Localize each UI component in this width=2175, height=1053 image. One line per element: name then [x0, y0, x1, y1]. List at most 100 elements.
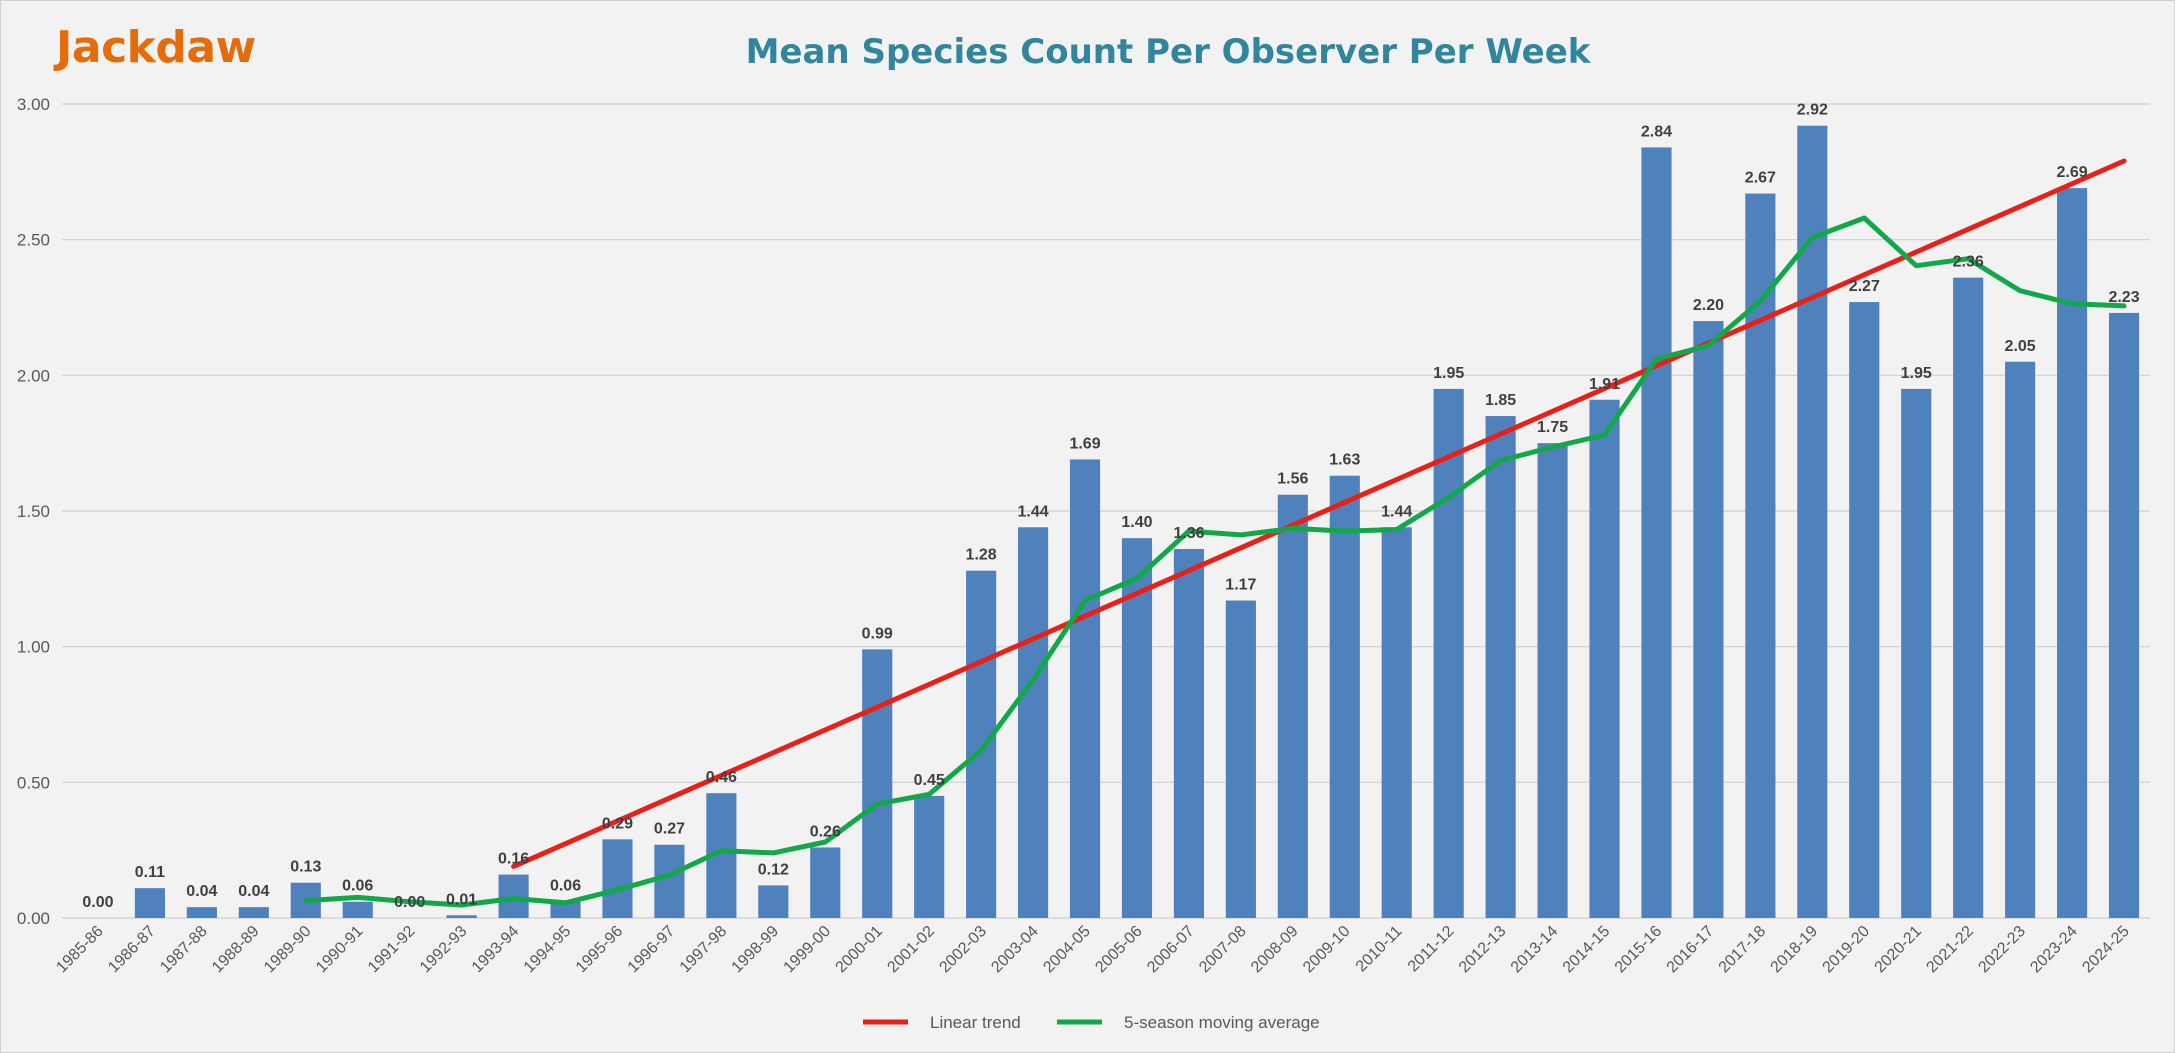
bar — [602, 839, 633, 918]
x-tick-label: 1992-93 — [417, 923, 471, 977]
x-tick-label: 2016-17 — [1664, 923, 1718, 977]
bar — [1121, 538, 1153, 918]
bar — [1277, 494, 1308, 918]
y-tick-label: 2.00 — [17, 366, 50, 385]
bar — [654, 844, 685, 918]
x-tick-label: 2004-05 — [1040, 923, 1094, 977]
x-tick-label: 2021-22 — [1923, 923, 1977, 977]
data-label: 0.04 — [186, 883, 217, 900]
bar — [1641, 147, 1672, 918]
bar — [862, 649, 893, 918]
x-axis-ticks: 1985-861986-871987-881988-891989-901990-… — [53, 923, 2133, 977]
x-tick-label: 1988-89 — [209, 923, 263, 977]
bar — [186, 907, 217, 918]
bar — [1849, 302, 1880, 918]
bar — [1797, 125, 1828, 918]
bar — [914, 795, 945, 918]
x-tick-label: 1999-00 — [781, 923, 835, 977]
data-label: 2.27 — [1849, 278, 1880, 295]
data-label: 0.04 — [238, 883, 269, 900]
y-tick-label: 1.00 — [17, 638, 50, 657]
bar — [1953, 277, 1984, 918]
data-label: 1.56 — [1277, 471, 1308, 488]
data-label: 0.00 — [82, 894, 113, 911]
x-tick-label: 2010-11 — [1353, 923, 1406, 976]
y-axis-ticks: 0.00 0.50 1.00 1.50 2.00 2.50 3.00 — [17, 95, 50, 928]
bar — [446, 915, 477, 918]
data-label: 2.20 — [1693, 297, 1724, 314]
data-label: 1.69 — [1069, 435, 1100, 452]
x-tick-label: 2014-15 — [1560, 923, 1614, 977]
data-label: 0.16 — [498, 851, 529, 868]
data-label: 1.44 — [1018, 503, 1049, 520]
x-tick-label: 2018-19 — [1768, 923, 1822, 977]
data-label: 0.46 — [706, 769, 737, 786]
data-label: 1.63 — [1329, 452, 1360, 469]
data-label: 0.26 — [810, 823, 841, 840]
legend-trend-label: Linear trend — [930, 1013, 1021, 1032]
x-tick-label: 2006-07 — [1144, 923, 1198, 977]
data-label: 2.36 — [1953, 254, 1984, 271]
x-tick-label: 2023-24 — [2027, 923, 2081, 977]
data-label: 2.05 — [2005, 338, 2036, 355]
legend-moving-average-label: 5-season moving average — [1124, 1013, 1320, 1032]
bar — [2005, 361, 2036, 918]
data-label: 1.17 — [1225, 577, 1256, 594]
data-label: 1.95 — [1901, 365, 1932, 382]
data-label: 0.06 — [342, 878, 373, 895]
x-tick-label: 1995-96 — [573, 923, 627, 977]
x-tick-label: 2005-06 — [1092, 923, 1146, 977]
y-tick-label: 2.50 — [17, 231, 50, 250]
bar — [1018, 527, 1049, 918]
data-label: 0.00 — [394, 894, 425, 911]
bar — [1693, 321, 1724, 919]
data-label: 2.67 — [1745, 170, 1776, 187]
x-tick-label: 1994-95 — [521, 923, 575, 977]
x-tick-label: 1989-90 — [261, 923, 315, 977]
x-tick-label: 1986-87 — [105, 923, 159, 977]
bar — [134, 888, 165, 918]
x-tick-label: 2012-13 — [1456, 923, 1510, 977]
bar — [2057, 188, 2088, 918]
data-label: 0.12 — [758, 861, 789, 878]
data-label: 0.11 — [135, 864, 165, 881]
bar — [1537, 443, 1568, 918]
data-label: 0.99 — [862, 625, 893, 642]
y-tick-label: 0.00 — [17, 909, 50, 928]
data-label: 1.36 — [1173, 525, 1204, 542]
x-tick-label: 1997-98 — [677, 923, 731, 977]
x-tick-label: 2000-01 — [833, 923, 887, 977]
data-label: 2.23 — [2108, 289, 2139, 306]
data-label: 1.28 — [966, 547, 997, 564]
chart-title: Mean Species Count Per Observer Per Week — [745, 32, 1591, 72]
bar — [810, 847, 841, 918]
x-tick-label: 2019-20 — [1820, 923, 1874, 977]
bar — [238, 907, 269, 918]
trend-lines — [303, 158, 2127, 908]
bars — [134, 125, 2140, 919]
bar — [342, 901, 373, 918]
moving-average-line — [303, 215, 2127, 908]
bar — [1485, 416, 1516, 918]
data-label: 1.95 — [1433, 365, 1464, 382]
bar — [2108, 312, 2140, 919]
data-label: 0.29 — [602, 815, 633, 832]
x-tick-label: 2003-04 — [988, 923, 1042, 977]
y-tick-label: 0.50 — [17, 773, 50, 792]
data-label: 1.75 — [1537, 419, 1568, 436]
x-tick-label: 1998-99 — [729, 923, 783, 977]
data-label: 0.13 — [290, 859, 321, 876]
bar — [1589, 399, 1620, 919]
bar — [1069, 459, 1101, 918]
x-tick-label: 1991-92 — [365, 923, 419, 977]
x-tick-label: 2017-18 — [1716, 923, 1770, 977]
x-tick-label: 2007-08 — [1196, 923, 1250, 977]
bar — [1433, 388, 1464, 918]
x-tick-label: 1985-86 — [53, 923, 107, 977]
data-label: 2.69 — [2057, 164, 2088, 181]
x-tick-label: 2002-03 — [936, 923, 990, 977]
x-tick-label: 2001-02 — [884, 923, 938, 977]
data-label: 1.44 — [1381, 503, 1412, 520]
x-tick-label: 2024-25 — [2079, 923, 2133, 977]
